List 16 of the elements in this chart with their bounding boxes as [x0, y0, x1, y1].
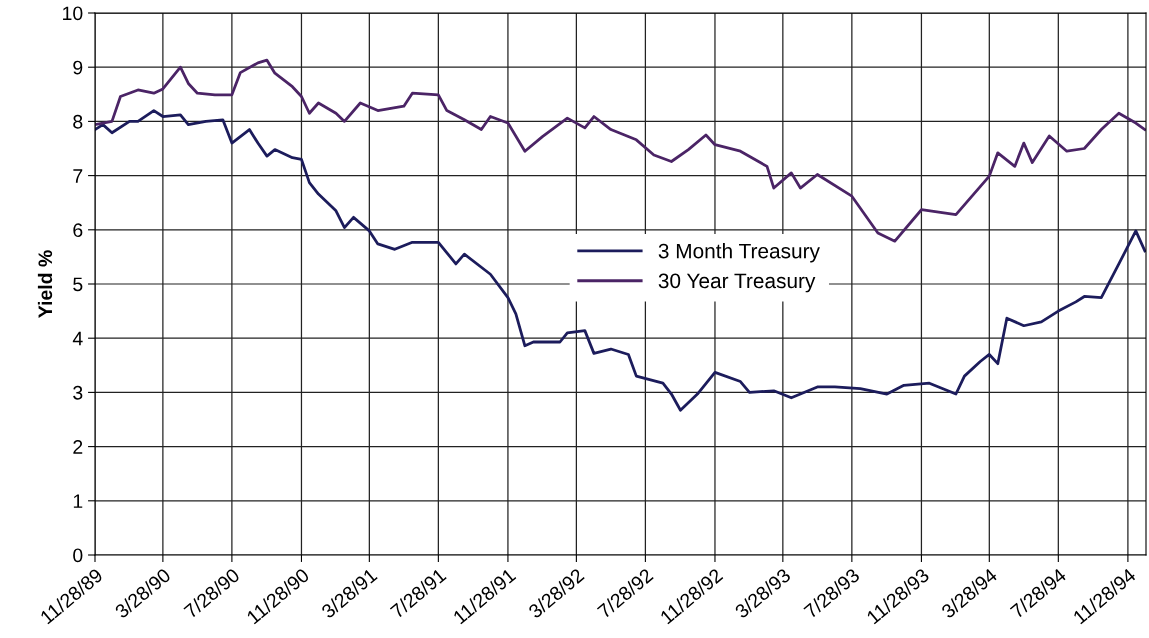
y-tick-label: 9 [73, 60, 83, 75]
legend-label: 30 Year Treasury [658, 273, 816, 293]
y-tick-label: 10 [63, 6, 83, 21]
y-tick-label: 1 [73, 494, 83, 508]
legend-label: 3 Month Treasury [658, 243, 820, 263]
y-axis-title: Yield % [37, 250, 53, 318]
line-series [95, 109, 1146, 412]
y-tick-label: 3 [73, 385, 83, 400]
y-tick-label: 2 [73, 440, 83, 454]
y-tick-label: 8 [73, 114, 83, 129]
y-tick-label: 7 [73, 169, 83, 183]
y-tick-label: 4 [72, 331, 83, 346]
y-tick-label: 0 [73, 548, 83, 563]
line-series [95, 58, 1146, 243]
y-tick-label: 5 [73, 277, 83, 292]
y-tick-label: 6 [73, 223, 83, 238]
